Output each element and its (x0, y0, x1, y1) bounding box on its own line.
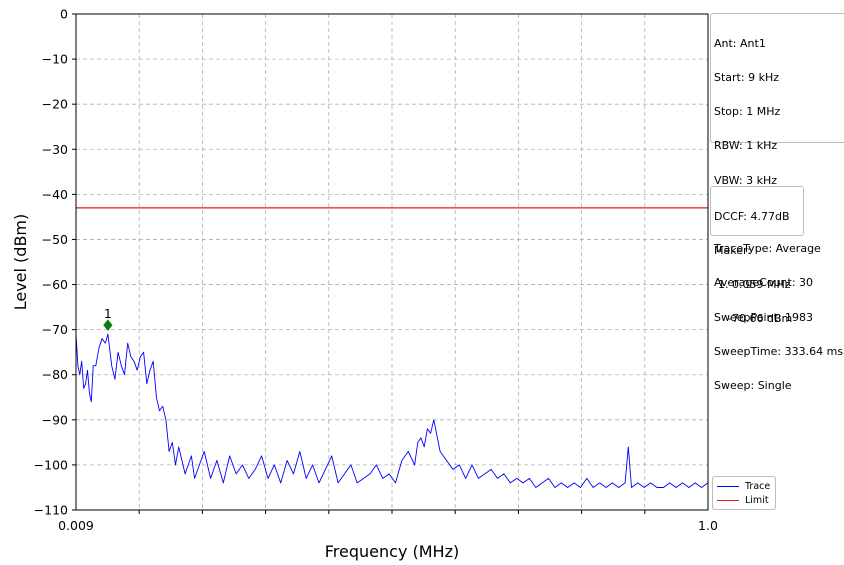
grid (72, 13, 708, 514)
legend-label-limit: Limit (745, 494, 769, 506)
marker-info-line: -70.66 dBm (728, 312, 793, 326)
series-trace-line (75, 333, 709, 488)
info-line: Start: 9 kHz (714, 71, 779, 85)
y-tick-labels: 0 −10 −20 −30 −40 −50 −60 −70 −80 −90 −100 −110 (34, 7, 68, 518)
info-line: Sweep: Single (714, 379, 792, 392)
limit-swatch (717, 499, 739, 501)
y-tick-label: −70 (42, 322, 68, 337)
y-tick-label: −10 (42, 52, 68, 67)
y-tick-label: −110 (34, 503, 68, 518)
marker-diamond (103, 319, 113, 331)
info-line: AverageCount: 30 (714, 276, 814, 290)
marker-info-line: 1. 0.059 MHz (718, 278, 791, 292)
y-tick-label: −90 (42, 412, 68, 427)
plot-frame (75, 13, 709, 511)
info-line: VBW: 3 kHz (714, 173, 778, 187)
marker-layer: 1 (103, 306, 113, 331)
sweep-info-panel: Ant: Ant1 Start: 9 kHz Stop: 1 MHz RBW: … (710, 13, 844, 391)
legend-label-trace: Trace (745, 480, 771, 492)
legend-item-limit: Limit (717, 494, 769, 506)
info-line: RBW: 1 kHz (714, 139, 778, 153)
y-tick-label: −30 (42, 142, 68, 157)
legend: Trace Limit (712, 476, 776, 510)
marker-info-panel: DCCF: 4.77dB Maker: 1. 0.059 MHz -70.66 … (710, 186, 804, 325)
marker-info-line: DCCF: 4.77dB (714, 209, 790, 223)
x-tick-label: 0.009 (58, 518, 94, 533)
x-tick-labels: 0.009 1.0 (58, 518, 718, 533)
y-tick-label: −80 (42, 367, 68, 382)
y-tick-label: −50 (42, 232, 68, 247)
y-tick-label: −40 (42, 187, 68, 202)
y-tick-label: −100 (34, 457, 68, 472)
info-line: TraceType: Average (714, 242, 821, 256)
trace-swatch (717, 485, 739, 487)
series-layer (75, 207, 709, 488)
y-tick-label: 0 (60, 7, 68, 22)
info-line: Stop: 1 MHz (714, 105, 781, 119)
marker-info-line: Maker: (714, 244, 752, 258)
x-tick-label: 1.0 (698, 518, 718, 533)
info-line: SweepTime: 333.64 ms (714, 344, 844, 358)
y-tick-label: −20 (42, 97, 68, 112)
y-tick-label: −60 (42, 277, 68, 292)
info-line: Ant: Ant1 (714, 36, 766, 50)
marker-label: 1 (104, 306, 112, 321)
x-axis-title: Frequency (MHz) (325, 542, 459, 561)
y-axis-title: Level (dBm) (11, 214, 30, 311)
legend-item-trace: Trace (717, 480, 770, 492)
info-line: SweepPoint: 1983 (714, 310, 814, 324)
